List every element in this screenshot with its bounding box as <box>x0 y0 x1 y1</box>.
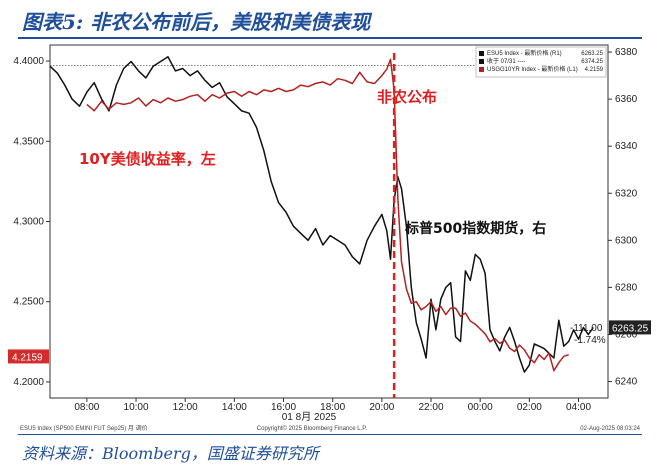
spx-last-value: 6263.25 <box>612 323 649 334</box>
x-tick-label: 10:00 <box>124 402 149 413</box>
right-tick-label: 6260 <box>615 329 638 340</box>
x-tick-label: 12:00 <box>173 402 198 413</box>
figure-header: 图表5: 非农公布前后，美股和美债表现 <box>0 0 660 40</box>
yield-annotation: 10Y美债收益率，左 <box>79 150 216 168</box>
legend-swatch <box>479 59 484 64</box>
right-tick-label: 6240 <box>615 377 638 388</box>
x-tick-label: 14:00 <box>222 402 247 413</box>
legend-label: USGG10YR Index - 最新价格 (L1) <box>487 65 578 73</box>
spx-last-tag <box>609 320 651 335</box>
bloomberg-meta-left: ESU5 Index (SP500 EMINI FUT Sep25) 月 调价 <box>20 424 148 432</box>
left-tick-label: 4.4000 <box>13 56 44 67</box>
release-annotation: 非农公布 <box>377 88 437 106</box>
right-tick-label: 6300 <box>615 235 638 246</box>
left-tick-label: 4.3500 <box>13 136 44 147</box>
legend-value: 6263.25 <box>581 51 603 57</box>
x-tick-label: 00:00 <box>468 402 493 413</box>
legend: ESU5 Index - 最新价格 (R1) 6263.25 收于 07/31 --… <box>475 46 607 78</box>
spx-change: -111.00 <box>570 323 603 334</box>
bloomberg-meta-center: Copyright© 2025 Bloomberg Finance L.P. <box>257 425 368 432</box>
spx-annotation: 标普500指数期货，右 <box>404 220 546 237</box>
legend-label: ESU5 Index - 最新价格 (R1) <box>487 49 562 57</box>
legend-value: 6374.25 <box>581 59 603 65</box>
header-rule <box>18 37 642 39</box>
source-note: 资料来源：Bloomberg，国盛证券研究所 <box>22 444 319 463</box>
footer-rule <box>18 434 642 435</box>
right-tick-label: 6320 <box>615 188 638 199</box>
x-tick-label: 20:00 <box>369 402 394 413</box>
spx-pct-change: -1.74% <box>574 335 606 346</box>
right-tick-label: 6340 <box>615 141 638 152</box>
figure-title: 图表5: 非农公布前后，美股和美债表现 <box>22 10 371 34</box>
x-date-label: 01 8月 2025 <box>282 411 337 423</box>
x-tick-label: 16:00 <box>271 402 296 413</box>
left-tick-label: 4.2000 <box>13 377 44 388</box>
legend-swatch <box>479 51 484 56</box>
right-axis-ticks: 6380 6360 6340 6320 6300 6280 6260 6240 <box>608 47 638 388</box>
x-tick-label: 18:00 <box>320 402 345 413</box>
legend-value: 4.2159 <box>585 67 604 73</box>
x-tick-label: 22:00 <box>418 402 443 413</box>
right-tick-label: 6360 <box>615 94 638 105</box>
legend-box <box>475 46 607 78</box>
bloomberg-meta-right: 02-Aug-2025 08:03:24 <box>580 426 640 432</box>
left-tick-label: 4.2500 <box>13 297 44 308</box>
spx-futures-series-line <box>49 56 594 373</box>
x-axis-ticks: 08:00 10:00 12:00 14:00 16:00 18:00 20:00 22:00… <box>74 398 591 423</box>
legend-label: 收于 07/31 ---- <box>487 57 525 65</box>
yield-series-line <box>86 58 569 372</box>
legend-swatch <box>479 67 484 72</box>
x-tick-label: 08:00 <box>74 402 99 413</box>
x-tick-label: 04:00 <box>566 402 591 413</box>
x-tick-label: 02:00 <box>517 402 542 413</box>
right-tick-label: 6280 <box>615 282 638 293</box>
right-tick-label: 6380 <box>615 47 638 58</box>
left-axis-ticks: 4.4000 4.3500 4.3000 4.2500 4.2000 <box>13 56 50 388</box>
yield-last-value: 4.2159 <box>12 352 43 363</box>
yield-last-tag <box>8 349 49 364</box>
left-tick-label: 4.3000 <box>13 217 44 228</box>
